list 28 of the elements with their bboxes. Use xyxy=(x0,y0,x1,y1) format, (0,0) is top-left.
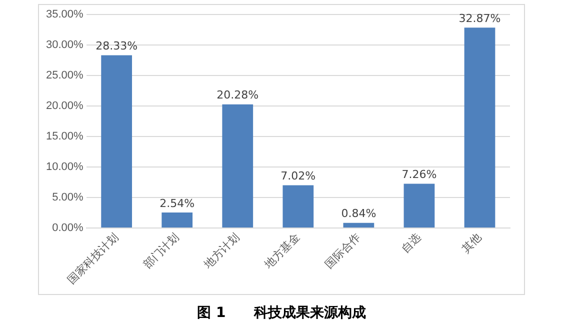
y-tick-label: 35.00% xyxy=(46,8,84,21)
data-label: 7.26% xyxy=(402,168,437,182)
bar xyxy=(222,104,254,228)
y-tick-label: 5.00% xyxy=(52,192,84,204)
text: 图 1 科技成果来源构成 xyxy=(196,304,367,322)
data-label: 20.28% xyxy=(216,88,259,102)
data-label: 2.54% xyxy=(160,196,195,210)
x-tick-label: 其他 xyxy=(459,230,484,256)
data-label: 32.87% xyxy=(458,12,501,25)
bar xyxy=(101,55,132,228)
y-tick-label: 30.00% xyxy=(46,39,84,52)
bar xyxy=(162,212,193,228)
bar xyxy=(464,28,496,228)
y-tick-label: 20.00% xyxy=(46,100,84,112)
y-tick-label: 25.00% xyxy=(46,70,84,82)
bar xyxy=(282,185,314,228)
x-tick-label: 地方计划 xyxy=(200,230,242,272)
bar xyxy=(343,222,374,228)
y-tick-label: 10.00% xyxy=(46,161,84,174)
x-tick-label: 地方基金 xyxy=(261,230,302,272)
x-tick-label: 部门计划 xyxy=(141,230,182,272)
y-tick-label: 15.00% xyxy=(46,130,84,143)
data-label: 28.33% xyxy=(96,40,138,53)
x-tick-label: 国际合作 xyxy=(322,230,363,272)
x-tick-label: 自选 xyxy=(398,230,424,256)
bar xyxy=(404,184,435,228)
data-label: 7.02% xyxy=(280,170,316,183)
data-label: 0.84% xyxy=(341,207,376,220)
